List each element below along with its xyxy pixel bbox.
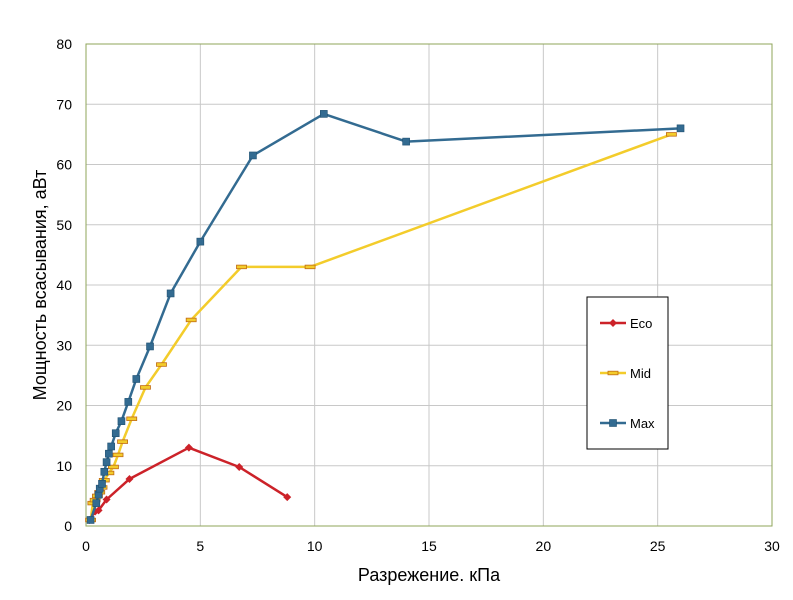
series-max: [86, 110, 685, 524]
data-point-eco: [235, 462, 244, 471]
data-point-max: [117, 417, 126, 425]
data-point-eco: [283, 493, 292, 502]
data-point-mid: [156, 362, 167, 367]
data-point-mid: [304, 264, 316, 270]
tick-labels: 0 5 10 15 20 25 30 0 10 20 30 40 50 60 70 80: [56, 36, 780, 554]
x-tick-label: 5: [196, 538, 204, 554]
data-series: [85, 110, 685, 524]
legend-label-max: Max: [630, 416, 655, 431]
data-point-mid: [117, 439, 128, 444]
series-line-eco: [88, 446, 288, 521]
data-point-max: [132, 375, 141, 383]
data-point-eco: [125, 475, 134, 484]
y-tick-label: 80: [56, 36, 72, 52]
data-point-mid: [126, 416, 138, 421]
plot-area-frame: [85, 43, 773, 527]
legend-marker-max: [609, 419, 617, 427]
x-tick-label: 15: [421, 538, 437, 554]
x-axis-title: Разрежение. кПа: [358, 565, 501, 585]
data-point-mid: [236, 264, 247, 270]
data-point-mid: [665, 132, 677, 137]
series-line-mid: [89, 133, 672, 521]
grid-lines: [86, 44, 772, 526]
y-tick-label: 0: [64, 518, 72, 534]
data-point-max: [146, 342, 154, 351]
data-point-max: [105, 449, 113, 458]
data-point-eco: [184, 443, 193, 452]
y-axis-title: Мощность всасывания, аВт: [30, 170, 50, 401]
x-tick-label: 0: [82, 538, 90, 554]
data-point-mid: [185, 317, 197, 323]
y-tick-label: 60: [56, 157, 72, 173]
y-tick-label: 10: [56, 458, 72, 474]
data-point-mid: [112, 452, 124, 458]
data-point-max: [86, 516, 95, 524]
y-tick-label: 50: [56, 217, 72, 233]
data-point-eco: [94, 506, 103, 515]
data-point-max: [98, 480, 106, 488]
data-point-mid: [108, 464, 119, 470]
x-tick-label: 20: [536, 538, 552, 554]
data-point-max: [107, 442, 115, 451]
data-point-max: [92, 499, 101, 507]
data-point-mid: [140, 385, 151, 390]
legend-marker-eco: [609, 319, 617, 327]
data-point-max: [676, 124, 685, 133]
y-tick-label: 70: [56, 96, 72, 112]
x-tick-label: 30: [764, 538, 780, 554]
data-point-max: [102, 458, 111, 466]
data-point-max: [249, 151, 257, 160]
data-point-max: [111, 429, 120, 438]
data-point-max: [320, 110, 328, 118]
y-tick-label: 20: [56, 398, 72, 414]
y-tick-label: 30: [56, 337, 72, 353]
legend-label-eco: Eco: [630, 316, 652, 331]
y-tick-label: 40: [56, 277, 72, 293]
legend-box: [586, 296, 669, 450]
data-point-max: [402, 137, 410, 146]
legend: Eco Mid Max: [586, 296, 669, 450]
data-point-max: [166, 289, 175, 298]
x-tick-label: 25: [650, 538, 666, 554]
x-tick-label: 10: [307, 538, 323, 554]
data-point-eco: [102, 495, 111, 504]
data-point-max: [124, 398, 133, 406]
data-point-max: [196, 237, 205, 246]
data-point-max: [100, 467, 109, 476]
legend-marker-mid: [607, 370, 619, 376]
legend-label-mid: Mid: [630, 366, 651, 381]
